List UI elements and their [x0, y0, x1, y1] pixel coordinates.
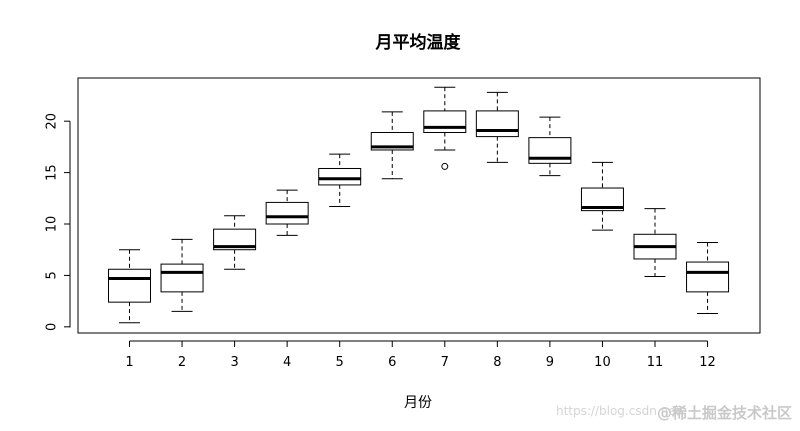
box-series	[108, 86, 730, 324]
x-tick-label: 3	[230, 355, 238, 370]
x-tick-label: 1	[125, 355, 133, 370]
x-tick-label: 11	[647, 355, 664, 370]
iqr-box	[265, 201, 309, 225]
iqr-box	[475, 110, 519, 138]
y-tick-label: 15	[45, 164, 60, 181]
x-tick-label: 5	[336, 355, 344, 370]
watermark-url: https://blog.csdn.net	[556, 404, 681, 418]
outlier-point	[441, 162, 449, 170]
iqr-box	[423, 110, 467, 133]
watermark-brand: @稀土掘金技术社区	[656, 404, 792, 422]
y-axis-ticks: 0 5 10 15 20	[45, 113, 70, 331]
x-tick-label: 6	[388, 355, 396, 370]
box-month-4	[265, 189, 309, 236]
box-month-9	[528, 116, 572, 177]
x-tick-label: 4	[283, 355, 291, 370]
iqr-box	[318, 167, 362, 186]
chart-title: 月平均温度	[375, 32, 462, 53]
box-month-5	[318, 153, 362, 208]
box-month-2	[160, 238, 204, 312]
box-month-6	[370, 111, 414, 180]
iqr-box	[213, 228, 257, 251]
box-month-3	[213, 215, 257, 270]
y-tick-label: 20	[45, 113, 60, 130]
x-tick-label: 10	[594, 355, 611, 370]
iqr-box	[580, 187, 624, 212]
x-tick-label: 9	[546, 355, 554, 370]
y-tick-label: 0	[45, 323, 60, 331]
y-tick-label: 5	[45, 271, 60, 279]
iqr-box	[686, 261, 730, 293]
x-axis-label: 月份	[404, 395, 432, 411]
box-month-7	[423, 86, 467, 170]
box-month-10	[580, 161, 624, 231]
x-axis-ticks: 1 2 3 4 5 6 7 8 9 10 11 12	[125, 341, 716, 370]
box-month-1	[108, 249, 151, 324]
y-tick-label: 10	[45, 216, 60, 233]
x-tick-label: 2	[178, 355, 186, 370]
box-month-11	[633, 208, 677, 277]
iqr-box	[160, 263, 204, 293]
plot-frame	[77, 77, 761, 334]
box-month-12	[686, 242, 730, 314]
x-tick-label: 7	[441, 355, 449, 370]
x-tick-label: 12	[699, 355, 716, 370]
x-tick-label: 8	[493, 355, 501, 370]
iqr-box	[108, 268, 151, 303]
box-month-8	[475, 91, 519, 163]
